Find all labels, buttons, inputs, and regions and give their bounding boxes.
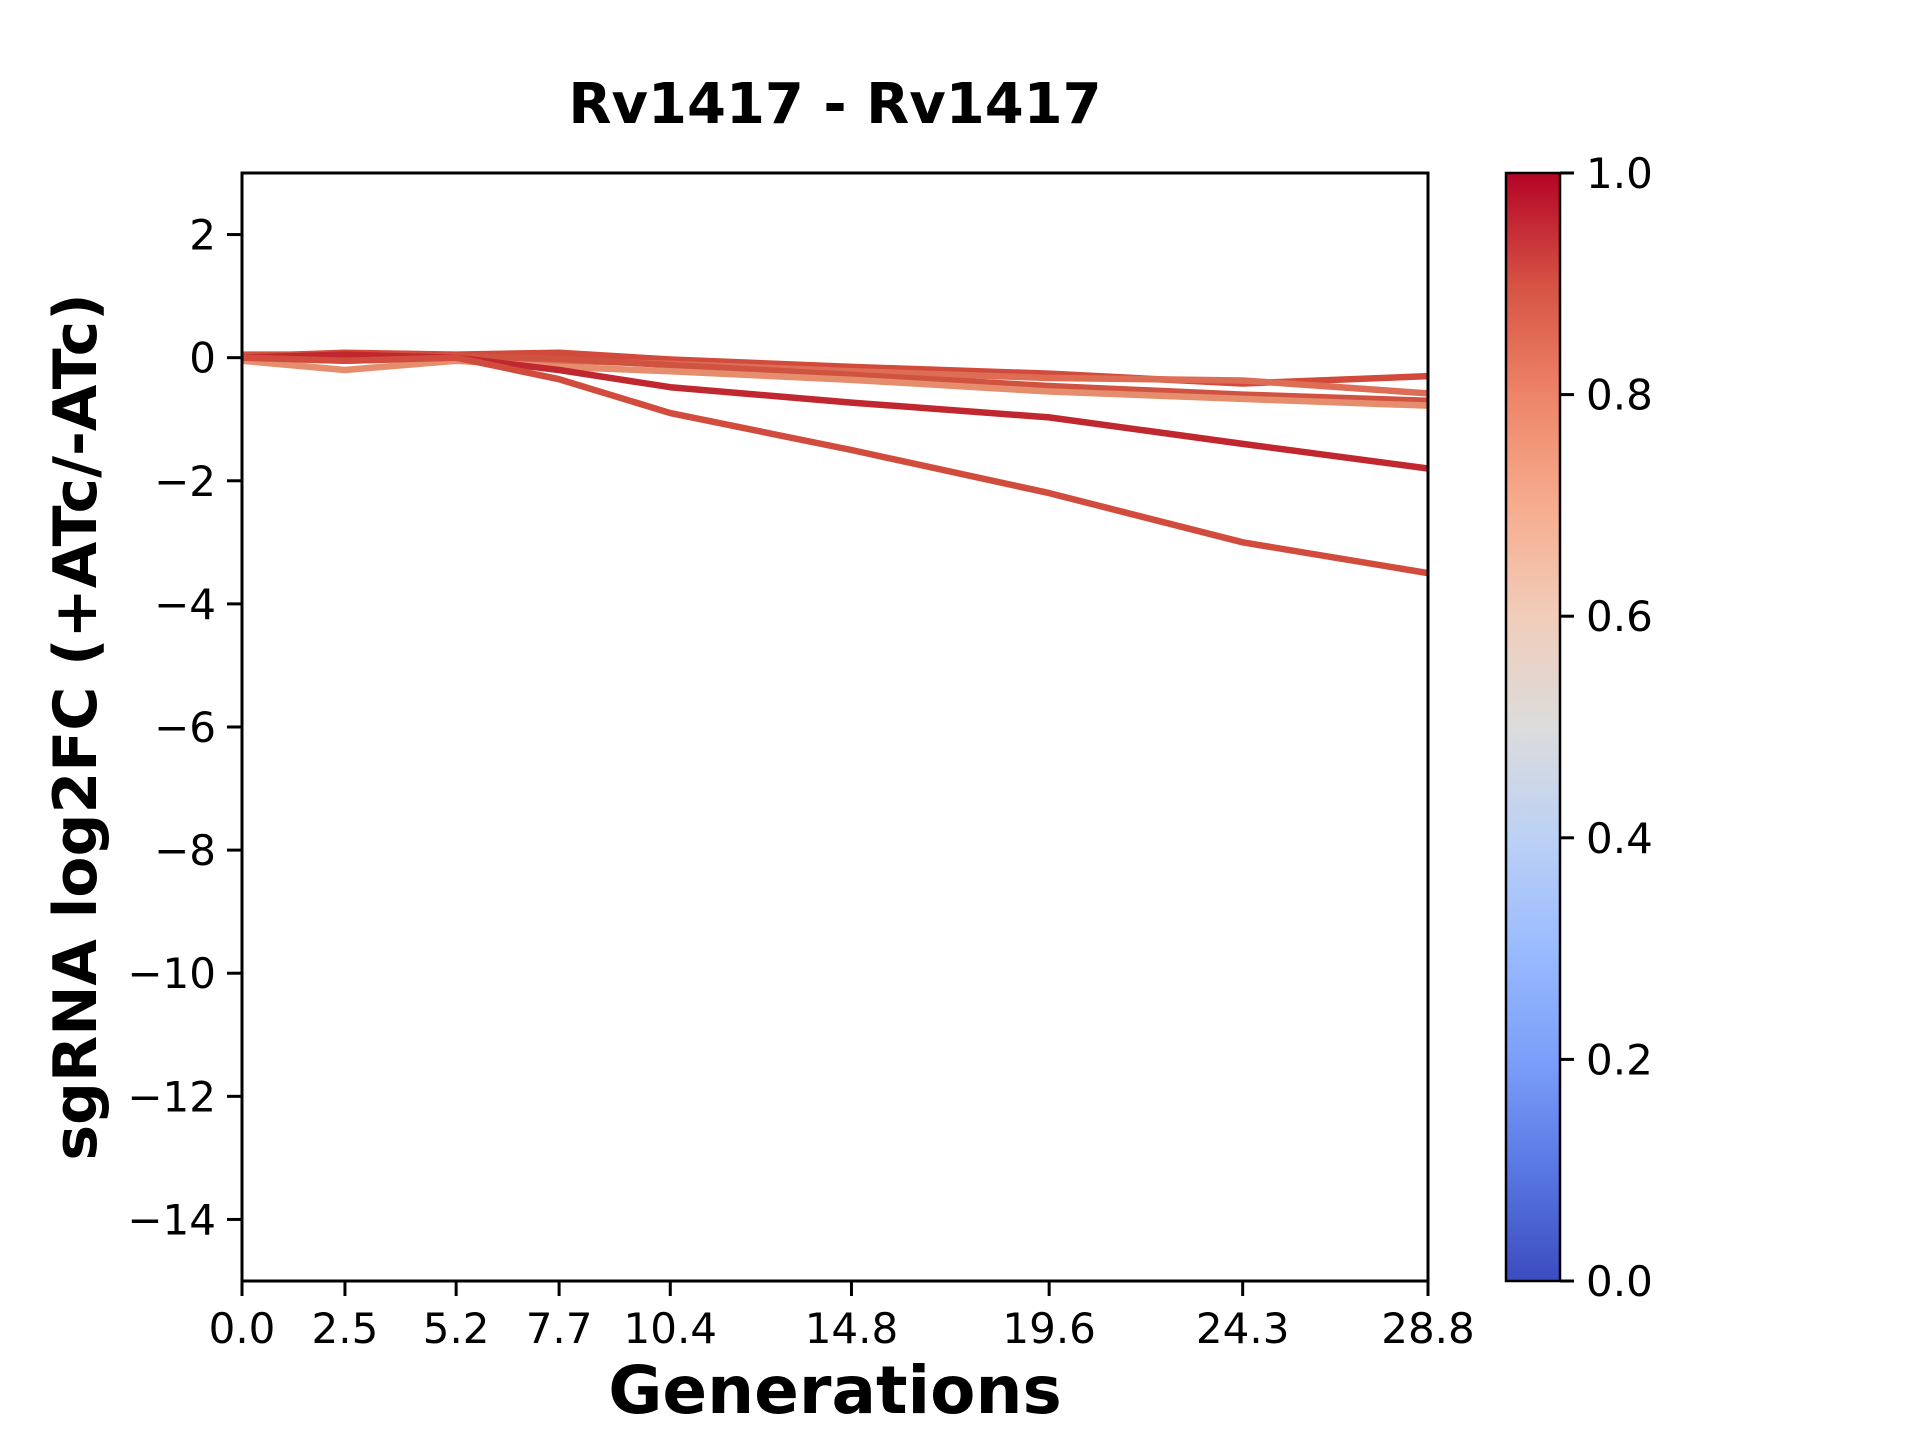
x-axis-tick-label: 2.5 — [312, 1304, 379, 1353]
y-axis-tick-label: 0 — [189, 334, 216, 383]
x-axis-tick-label: 24.3 — [1196, 1304, 1290, 1353]
y-axis-tick-label: −2 — [154, 457, 216, 506]
x-axis-tick-label: 5.2 — [423, 1304, 490, 1353]
chart-title: Rv1417 - Rv1417 — [568, 72, 1102, 137]
colorbar-tick-label: 0.4 — [1586, 814, 1653, 863]
y-axis-tick-label: −12 — [127, 1072, 216, 1121]
plot-line-line-6 — [241, 354, 1429, 577]
y-axis-tick-label: −8 — [154, 826, 216, 875]
x-axis-label: Generations — [608, 1352, 1062, 1429]
y-axis-tick-label: −10 — [127, 949, 216, 998]
colorbar — [1506, 173, 1560, 1281]
x-axis-tick-label: 19.6 — [1002, 1304, 1096, 1353]
colorbar-tick-label: 1.0 — [1586, 149, 1653, 198]
x-axis-tick-label: 10.4 — [624, 1304, 718, 1353]
y-axis-tick-label: −6 — [154, 703, 216, 752]
colorbar-tick-label: 0.8 — [1586, 371, 1653, 420]
y-axis-label: sgRNA log2FC (+ATc/-ATc) — [41, 293, 111, 1161]
x-axis-tick-label: 7.7 — [526, 1304, 593, 1353]
y-axis-tick-label: −14 — [127, 1195, 216, 1244]
y-axis-tick-label: 2 — [189, 211, 216, 260]
x-axis-tick-label: 0.0 — [209, 1304, 276, 1353]
plot-line-line-5 — [241, 351, 1429, 472]
colorbar-tick-label: 0.0 — [1586, 1257, 1653, 1306]
plot-line-line-4 — [241, 357, 1429, 409]
colorbar-border — [1504, 171, 1562, 1283]
x-axis-tick-label: 28.8 — [1381, 1304, 1475, 1353]
axes-spines — [240, 171, 1430, 1283]
x-axis-tick-label: 14.8 — [805, 1304, 899, 1353]
y-axis-tick-label: −4 — [154, 580, 216, 629]
colorbar-tick-label: 0.6 — [1586, 592, 1653, 641]
colorbar-tick-label: 0.2 — [1586, 1035, 1653, 1084]
